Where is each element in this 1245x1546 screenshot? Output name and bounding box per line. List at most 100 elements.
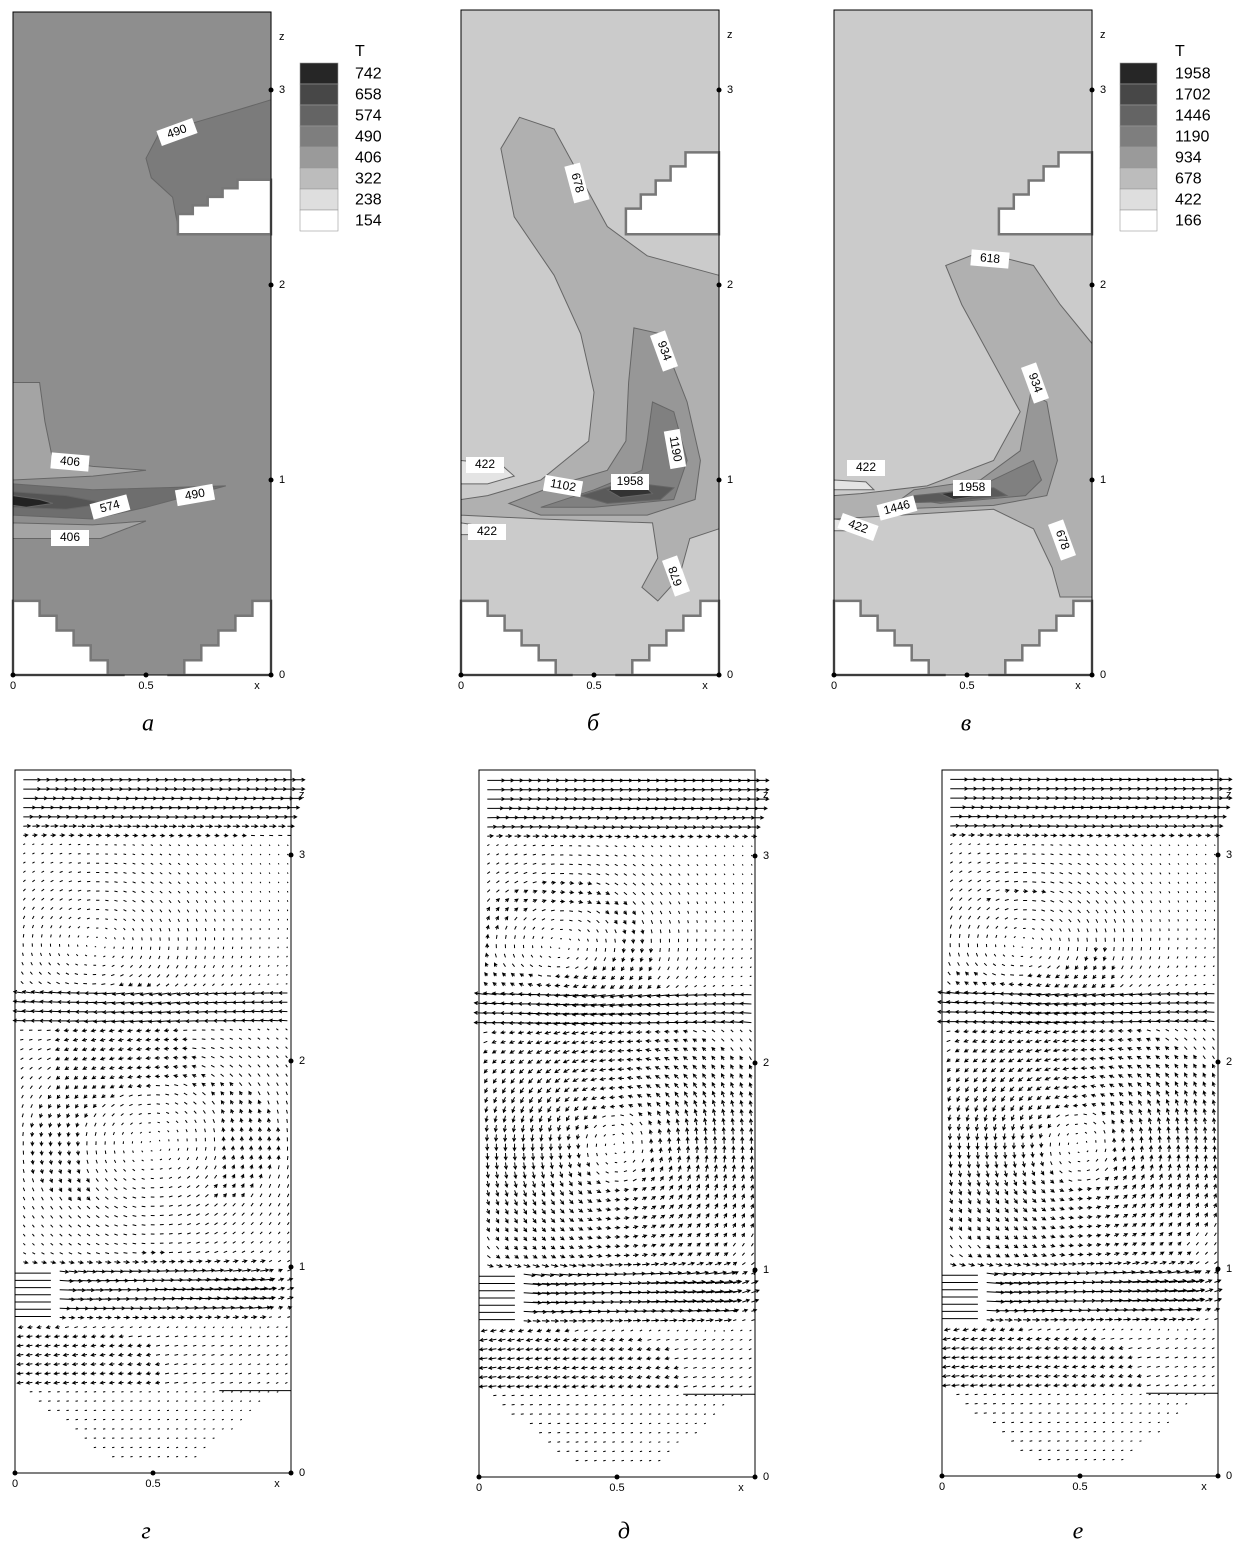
contour-label: 1190 <box>663 428 687 470</box>
contour-label-box <box>89 494 131 520</box>
contour-label-box <box>661 555 691 597</box>
z-tick-label: 1 <box>1226 1263 1232 1275</box>
contour-label-box <box>953 480 991 496</box>
z-tick <box>268 282 274 288</box>
x-tick <box>831 672 837 678</box>
contour-label-text: 934 <box>1026 371 1046 395</box>
contour-label: 406 <box>50 452 90 472</box>
x-axis-label: x <box>274 1478 280 1490</box>
x-tick <box>10 672 16 678</box>
z-axis-label: z <box>279 31 285 43</box>
z-tick-label: 0 <box>727 669 733 681</box>
x-axis-label: x <box>1201 1481 1207 1493</box>
contour-label-text: 406 <box>59 453 80 469</box>
contour-label-box <box>468 524 506 540</box>
contour-label-box <box>542 474 584 498</box>
legend-swatch <box>299 209 339 232</box>
z-tick-label: 0 <box>299 1467 305 1479</box>
plot-frame <box>12 11 272 676</box>
z-tick-label: 2 <box>1226 1056 1232 1068</box>
z-tick-label: 0 <box>279 669 285 681</box>
z-axis-label: z <box>763 789 769 801</box>
z-tick <box>716 87 722 93</box>
contour-label-box <box>51 530 89 546</box>
hearth-wall <box>167 599 273 677</box>
legend-swatch <box>299 188 339 211</box>
z-tick-label: 2 <box>727 279 733 291</box>
legend-level: 1190 <box>1175 129 1210 146</box>
z-tick <box>716 477 722 483</box>
legend-swatch <box>1119 104 1158 127</box>
contour-label-box <box>611 474 649 490</box>
contour-label-text: 678 <box>568 171 587 194</box>
panel-caption: д <box>618 1519 630 1545</box>
z-tick <box>752 853 758 859</box>
contour-label-text: 618 <box>979 250 1000 266</box>
z-tick-label: 1 <box>279 474 285 486</box>
z-tick <box>1215 1473 1221 1479</box>
plot-frame <box>460 9 720 676</box>
contour-label-text: 1958 <box>959 480 986 494</box>
x-tick-label: 0 <box>458 680 464 692</box>
contour-label-box <box>847 460 885 476</box>
z-tick-label: 2 <box>279 279 285 291</box>
contour-label-text: 934 <box>655 339 675 363</box>
z-tick-label: 1 <box>763 1264 769 1276</box>
z-tick-label: 3 <box>1100 84 1106 96</box>
contour-label-text: 574 <box>98 497 121 516</box>
legend-level: 1958 <box>1175 66 1211 83</box>
legend-swatch <box>299 146 339 169</box>
contour-label-text: 422 <box>856 460 876 474</box>
x-tick-label: 0 <box>10 680 16 692</box>
x-tick-label: 0.5 <box>609 1482 624 1494</box>
contour-label-text: 1190 <box>667 435 685 463</box>
legend-swatch <box>299 167 339 190</box>
contour-label: 490 <box>156 117 198 147</box>
z-tick <box>288 852 294 858</box>
x-axis-label: x <box>738 1482 744 1494</box>
z-tick <box>1089 672 1095 678</box>
x-tick-label: 0.5 <box>1072 1481 1087 1493</box>
contour-label-text: 422 <box>477 524 497 538</box>
legend-level: 238 <box>355 192 382 209</box>
z-tick <box>288 1058 294 1064</box>
z-tick <box>1215 1059 1221 1065</box>
z-tick <box>716 282 722 288</box>
contour-label: 934 <box>649 330 679 372</box>
x-tick <box>591 672 597 678</box>
contour-label-box <box>156 117 198 147</box>
z-tick <box>268 87 274 93</box>
panel-caption: б <box>587 711 600 737</box>
legend-level: 1702 <box>1175 87 1211 104</box>
x-tick <box>939 1473 945 1479</box>
contour-label-text: 422 <box>475 457 495 471</box>
plot-frame <box>478 769 756 1478</box>
x-tick-label: 0.5 <box>145 1478 160 1490</box>
legend-level: 742 <box>355 66 382 83</box>
upper-block <box>624 151 721 236</box>
legend-level: 658 <box>355 87 382 104</box>
contour-label: 678 <box>1047 519 1077 561</box>
x-axis-label: x <box>1075 680 1081 692</box>
contour-label: 678 <box>564 162 590 204</box>
contour-label-text: 490 <box>165 121 189 141</box>
x-tick-label: 0 <box>12 1478 18 1490</box>
hearth-wall <box>615 599 721 677</box>
z-tick <box>752 1474 758 1480</box>
legend-swatch <box>1119 62 1158 85</box>
x-tick <box>1077 1473 1083 1479</box>
z-tick-label: 1 <box>299 1261 305 1273</box>
z-tick-label: 1 <box>727 474 733 486</box>
contour-label-text: 678 <box>1053 528 1073 552</box>
z-tick-label: 3 <box>299 849 305 861</box>
contour-label-text: 1958 <box>617 474 644 488</box>
x-tick-label: 0 <box>476 1482 482 1494</box>
z-tick-label: 2 <box>1100 279 1106 291</box>
contour-label: 1958 <box>953 480 991 496</box>
z-axis-label: z <box>299 789 305 801</box>
x-tick <box>12 1470 18 1476</box>
x-tick <box>458 672 464 678</box>
legend-swatch <box>299 62 339 85</box>
z-axis-label: z <box>1100 29 1106 41</box>
contour-label: 1958 <box>611 474 649 490</box>
